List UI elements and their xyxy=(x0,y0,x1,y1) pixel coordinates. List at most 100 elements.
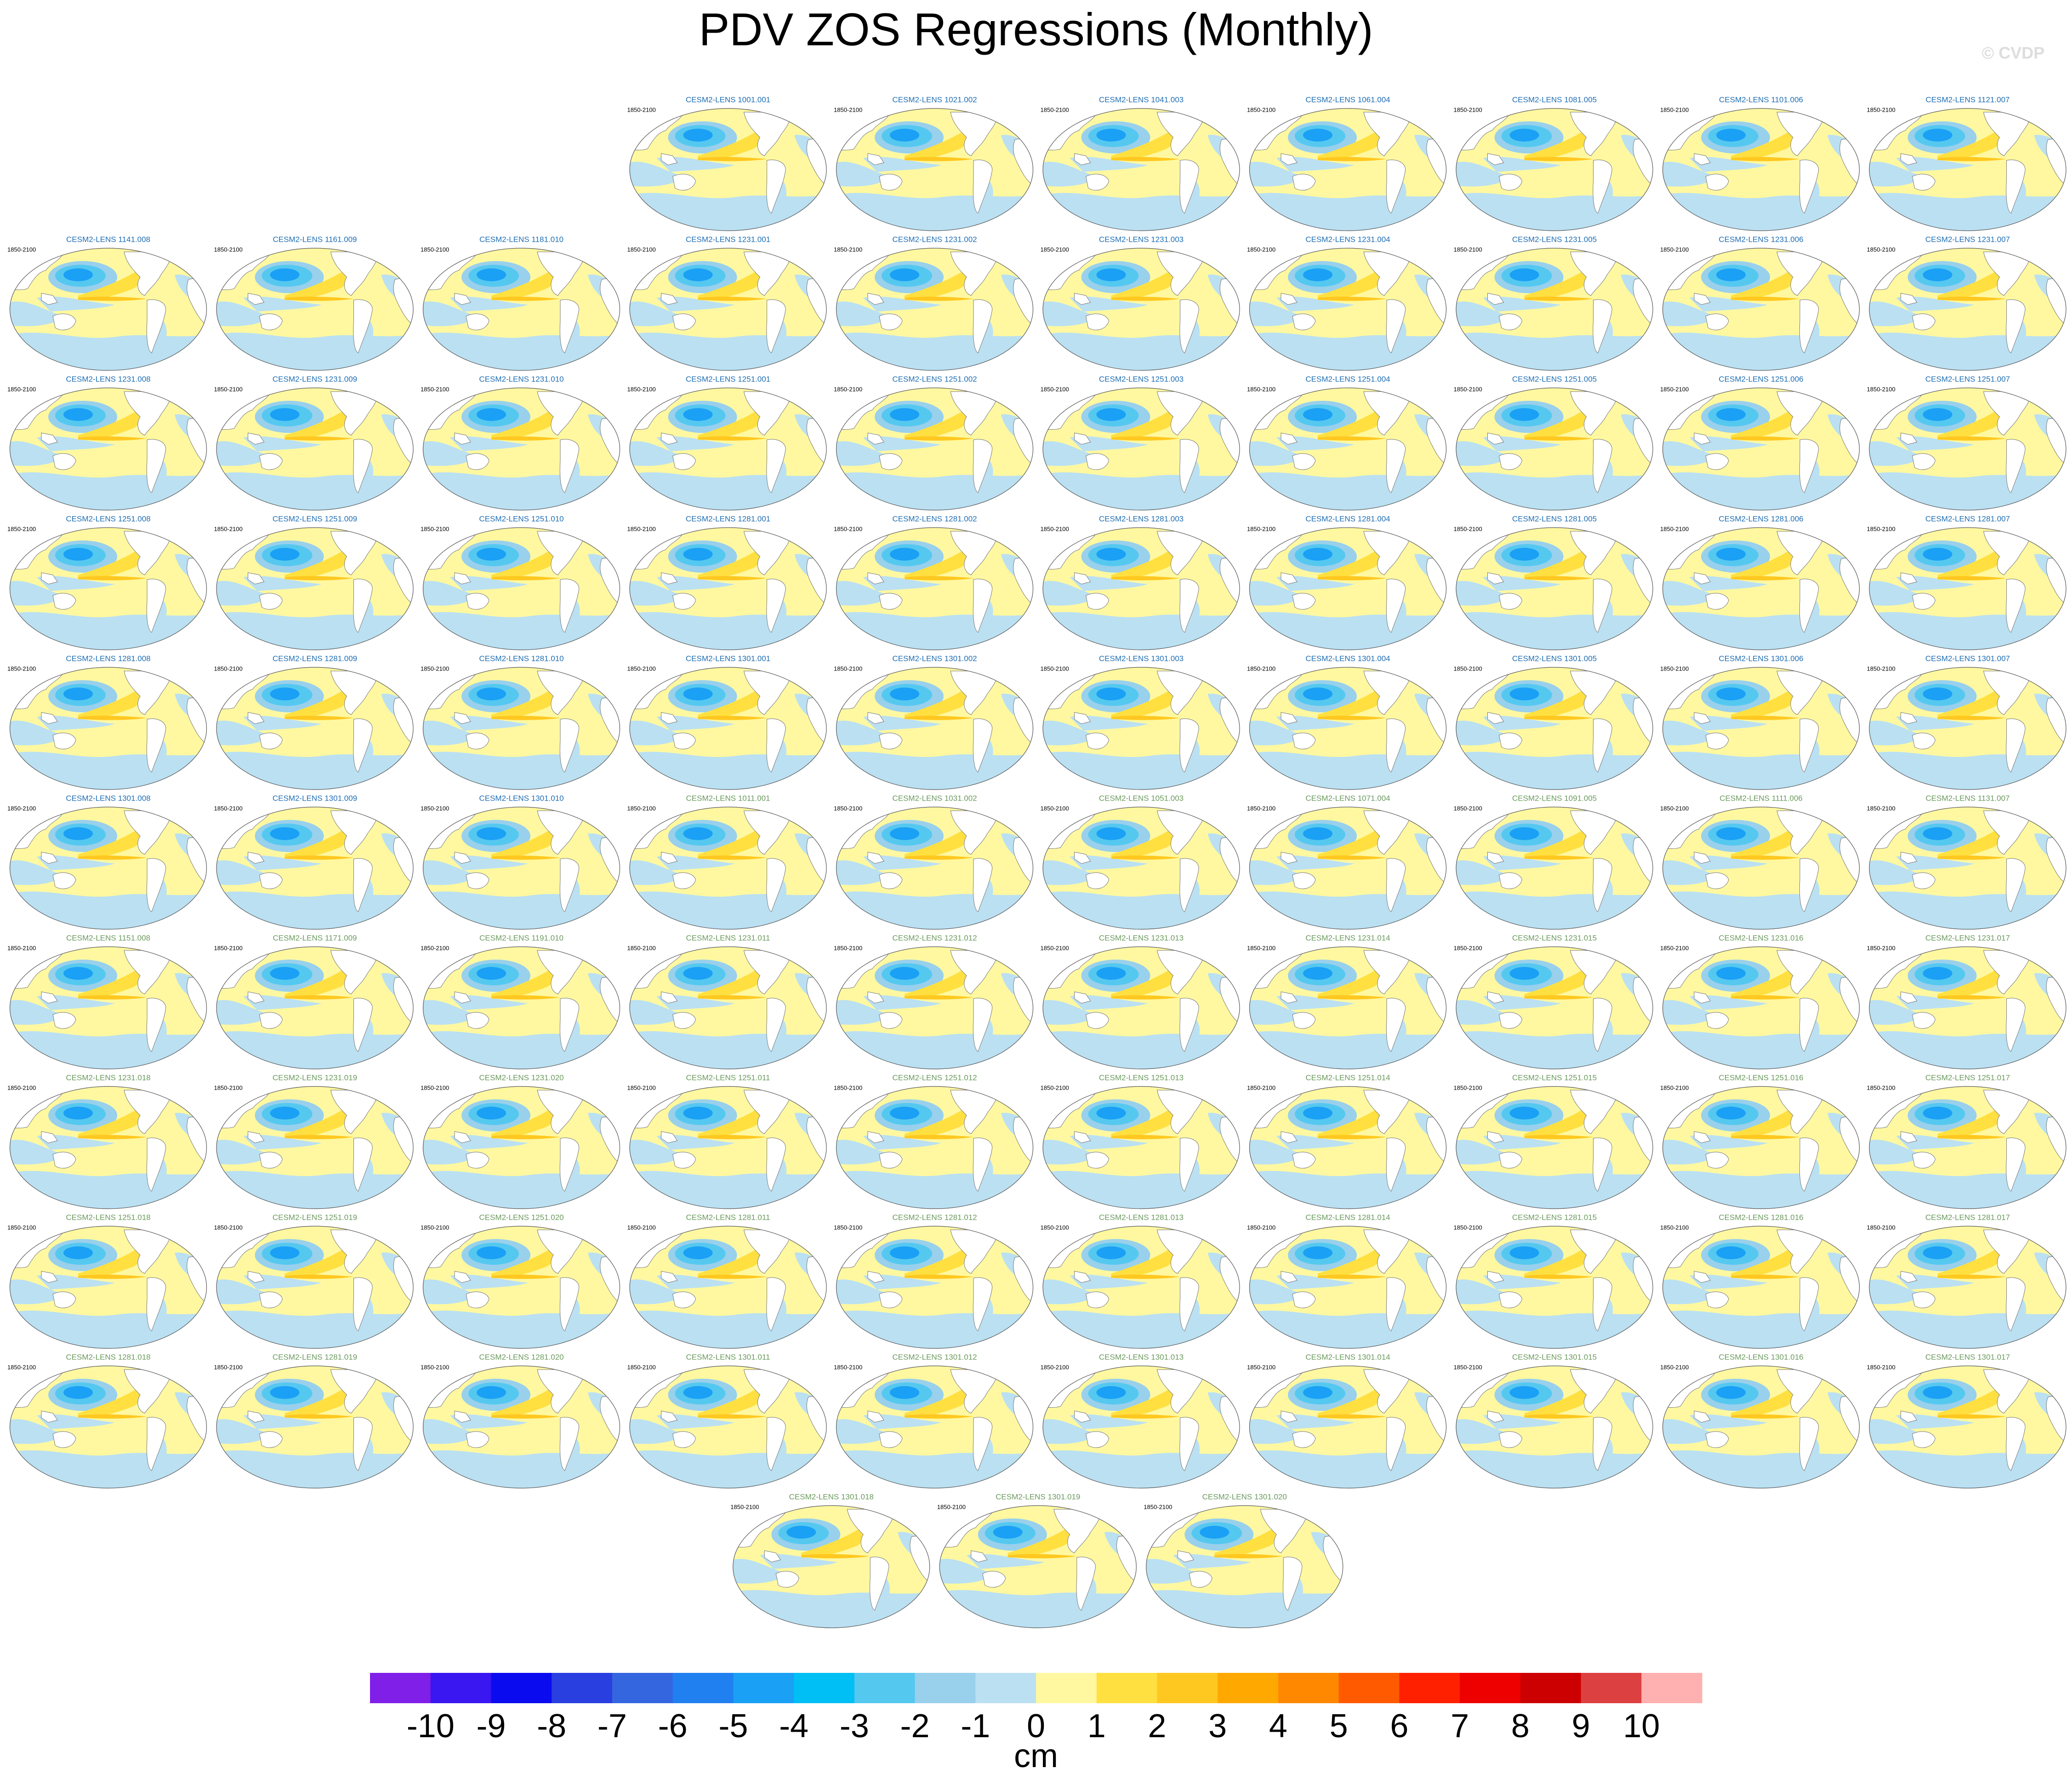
panel-title: CESM2-LENS 1301.015 xyxy=(1512,1353,1597,1361)
panel-period: 1850-2100 xyxy=(421,1084,449,1091)
panel-period: 1850-2100 xyxy=(1041,805,1069,812)
panel-period: 1850-2100 xyxy=(1247,106,1275,113)
panel-title: CESM2-LENS 1281.011 xyxy=(686,1213,770,1222)
map xyxy=(1869,946,2067,1070)
panel-title: CESM2-LENS 1081.005 xyxy=(1512,95,1597,104)
map xyxy=(629,527,827,651)
panel-period: 1850-2100 xyxy=(627,106,656,113)
panel-title: CESM2-LENS 1251.008 xyxy=(66,514,150,523)
panel-title: CESM2-LENS 1231.013 xyxy=(1099,933,1184,942)
panel-period: 1850-2100 xyxy=(421,386,449,392)
map xyxy=(836,247,1034,371)
map xyxy=(1662,387,1860,511)
panel-period: 1850-2100 xyxy=(1454,805,1482,812)
panel-period: 1850-2100 xyxy=(421,1364,449,1370)
panel-title: CESM2-LENS 1301.014 xyxy=(1305,1353,1390,1361)
panel-title: CESM2-LENS 1251.010 xyxy=(479,514,564,523)
panel-title: CESM2-LENS 1251.001 xyxy=(686,375,770,383)
panel-title: CESM2-LENS 1281.014 xyxy=(1305,1213,1390,1222)
panel-title: CESM2-LENS 1001.001 xyxy=(686,95,770,104)
panel-period: 1850-2100 xyxy=(7,944,36,951)
panel-period: 1850-2100 xyxy=(834,1364,862,1370)
map xyxy=(629,108,827,232)
panel-period: 1850-2100 xyxy=(7,805,36,812)
map xyxy=(422,387,620,511)
colorbar-box xyxy=(1460,1673,1521,1703)
panel-title: CESM2-LENS 1231.003 xyxy=(1099,235,1184,244)
map-panel: CESM2-LENS 1121.007 1850-2100 xyxy=(1867,95,2067,232)
map xyxy=(422,247,620,371)
panel-period: 1850-2100 xyxy=(1867,386,1896,392)
panel-title: CESM2-LENS 1231.017 xyxy=(1925,933,2010,942)
map-panel: CESM2-LENS 1251.014 1850-2100 xyxy=(1247,1073,1447,1210)
colorbar-tick-label: 9 xyxy=(1572,1708,1590,1745)
map xyxy=(836,1365,1034,1489)
colorbar-tick-label: -3 xyxy=(840,1708,869,1745)
panel-title: CESM2-LENS 1281.015 xyxy=(1512,1213,1597,1222)
map xyxy=(629,1086,827,1210)
panel-period: 1850-2100 xyxy=(1041,1084,1069,1091)
map xyxy=(1456,1225,1654,1349)
panel-title: CESM2-LENS 1281.012 xyxy=(892,1213,977,1222)
map xyxy=(1249,247,1447,371)
panel-period: 1850-2100 xyxy=(1660,1224,1689,1231)
panel-title: CESM2-LENS 1301.011 xyxy=(686,1353,770,1361)
panel-title: CESM2-LENS 1301.013 xyxy=(1099,1353,1184,1361)
map xyxy=(9,247,207,371)
colorbar-tick-label: -7 xyxy=(598,1708,627,1745)
map xyxy=(216,527,414,651)
map-panel: CESM2-LENS 1151.008 1850-2100 xyxy=(7,933,207,1070)
panel-period: 1850-2100 xyxy=(1660,106,1689,113)
panel-title: CESM2-LENS 1301.007 xyxy=(1925,654,2010,663)
panel-period: 1850-2100 xyxy=(214,246,243,253)
panel-title: CESM2-LENS 1301.008 xyxy=(66,794,150,802)
map xyxy=(1869,247,2067,371)
map-panel: CESM2-LENS 1251.001 1850-2100 xyxy=(627,375,827,511)
map xyxy=(216,806,414,930)
panel-title: CESM2-LENS 1301.016 xyxy=(1719,1353,1803,1361)
panel-period: 1850-2100 xyxy=(937,1503,966,1510)
panel-title: CESM2-LENS 1191.010 xyxy=(479,933,564,942)
map xyxy=(629,666,827,790)
colorbar-tick-label: 4 xyxy=(1269,1708,1287,1745)
map xyxy=(1042,806,1241,930)
map-panel: CESM2-LENS 1281.014 1850-2100 xyxy=(1247,1213,1447,1349)
map xyxy=(1869,387,2067,511)
panel-period: 1850-2100 xyxy=(627,525,656,532)
map-panel: CESM2-LENS 1301.003 1850-2100 xyxy=(1041,654,1241,790)
map-panel: CESM2-LENS 1301.002 1850-2100 xyxy=(834,654,1034,790)
colorbar-box xyxy=(552,1673,613,1703)
panel-title: CESM2-LENS 1231.010 xyxy=(479,375,564,383)
panel-title: CESM2-LENS 1231.014 xyxy=(1305,933,1390,942)
map-panel: CESM2-LENS 1301.009 1850-2100 xyxy=(214,794,414,930)
map-panel: CESM2-LENS 1281.009 1850-2100 xyxy=(214,654,414,790)
map xyxy=(629,1225,827,1349)
panel-title: CESM2-LENS 1071.004 xyxy=(1305,794,1390,802)
panel-title: CESM2-LENS 1181.010 xyxy=(479,235,564,244)
map-panel: CESM2-LENS 1281.012 1850-2100 xyxy=(834,1213,1034,1349)
panel-period: 1850-2100 xyxy=(214,1224,243,1231)
panel-period: 1850-2100 xyxy=(1660,246,1689,253)
panel-period: 1850-2100 xyxy=(1247,1224,1275,1231)
panel-title: CESM2-LENS 1281.017 xyxy=(1925,1213,2010,1222)
panel-period: 1850-2100 xyxy=(627,1084,656,1091)
panel-title: CESM2-LENS 1231.011 xyxy=(686,933,770,942)
panel-period: 1850-2100 xyxy=(1247,665,1275,672)
panel-period: 1850-2100 xyxy=(1867,525,1896,532)
panel-title: CESM2-LENS 1251.019 xyxy=(273,1213,357,1222)
panel-title: CESM2-LENS 1231.005 xyxy=(1512,235,1597,244)
map-panel: CESM2-LENS 1251.018 1850-2100 xyxy=(7,1213,207,1349)
panel-title: CESM2-LENS 1301.004 xyxy=(1305,654,1390,663)
map xyxy=(9,806,207,930)
map-panel: CESM2-LENS 1281.003 1850-2100 xyxy=(1041,514,1241,651)
panel-period: 1850-2100 xyxy=(1247,525,1275,532)
colorbar-box xyxy=(1157,1673,1218,1703)
map-panel: CESM2-LENS 1301.004 1850-2100 xyxy=(1247,654,1447,790)
map xyxy=(629,387,827,511)
panel-title: CESM2-LENS 1041.003 xyxy=(1099,95,1184,104)
panel-period: 1850-2100 xyxy=(1660,665,1689,672)
map xyxy=(1249,1086,1447,1210)
panel-period: 1850-2100 xyxy=(834,944,862,951)
colorbar-tick-label: 2 xyxy=(1148,1708,1166,1745)
map-panel: CESM2-LENS 1281.001 1850-2100 xyxy=(627,514,827,651)
